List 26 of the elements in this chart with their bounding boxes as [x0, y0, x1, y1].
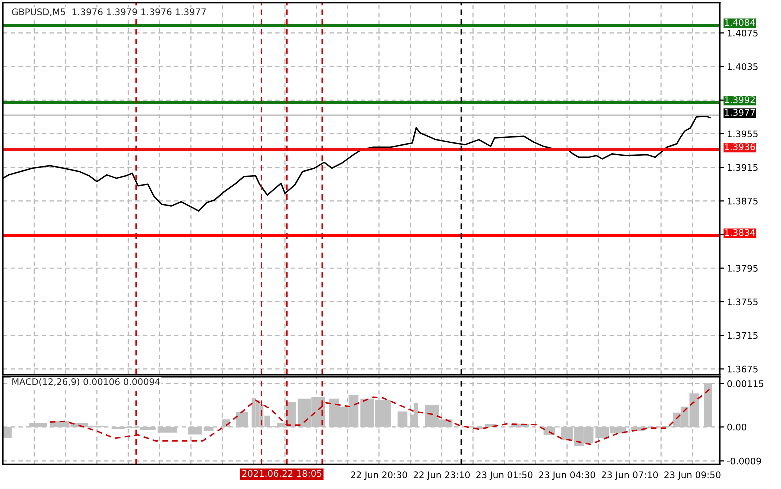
y-tick-label: 1.3675	[728, 366, 758, 373]
y-tick-label: 1.3955	[728, 130, 758, 138]
chart-title: MACD(12,26,9) 0.00106 0.00094	[12, 378, 160, 386]
y-tick-label: 1.3875	[728, 198, 758, 205]
x-tick-label: 23 Jun 07:10	[602, 472, 658, 480]
y-tick-label: -0.0009	[727, 458, 762, 465]
y-tick-label: 1.4075	[728, 30, 758, 37]
y-tick-label: 0.00	[728, 424, 747, 431]
ref-line-label: 1.3936	[725, 144, 756, 150]
ref-line-label: 2021.06.22 18:05	[242, 470, 322, 478]
y-tick-label: 0.00115	[728, 380, 764, 388]
y-tick-label: 1.3755	[728, 298, 758, 306]
x-tick-label: 23 Jun 01:50	[476, 472, 533, 480]
x-tick-label: 22 Jun 20:30	[351, 472, 408, 480]
x-tick-label: 22 Jun 23:10	[414, 472, 470, 480]
ref-line-label: 1.3834	[725, 229, 756, 236]
x-tick-label: 23 Jun 04:30	[539, 472, 596, 480]
y-tick-label: 1.3915	[728, 164, 758, 172]
ref-line-label: 1.4084	[725, 19, 756, 26]
y-tick-label: 1.3715	[728, 332, 758, 340]
text: GBPUSD,M5 1.3976 1.3979 1.3976 1.3977	[12, 8, 206, 16]
x-tick-label: 23 Jun 09:50	[664, 472, 721, 480]
ref-line-label: 1.3977	[725, 109, 756, 116]
y-tick-label: 1.3795	[728, 265, 758, 272]
ref-line-label: 1.3992	[725, 96, 755, 104]
y-tick-label: 1.4035	[728, 64, 758, 70]
